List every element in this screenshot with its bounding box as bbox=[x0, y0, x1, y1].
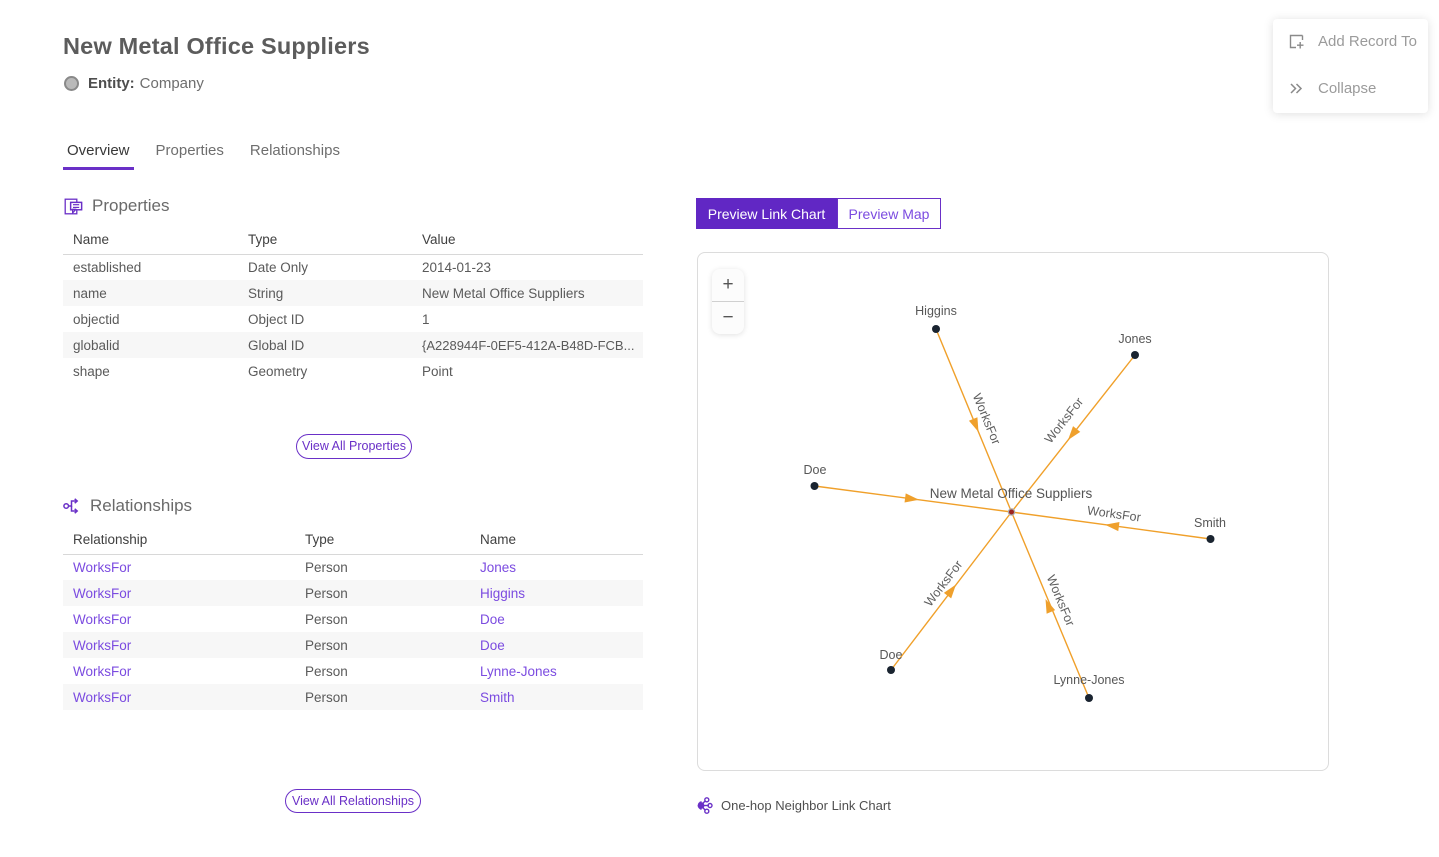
svg-text:Doe: Doe bbox=[804, 463, 827, 477]
svg-text:Jones: Jones bbox=[1118, 332, 1151, 346]
svg-text:Lynne-Jones: Lynne-Jones bbox=[1053, 673, 1124, 687]
svg-text:WorksFor: WorksFor bbox=[1042, 395, 1086, 446]
svg-text:Smith: Smith bbox=[1194, 516, 1226, 530]
svg-text:Doe: Doe bbox=[880, 648, 903, 662]
svg-text:WorksFor: WorksFor bbox=[1086, 503, 1141, 524]
svg-text:New Metal Office Suppliers: New Metal Office Suppliers bbox=[930, 486, 1093, 501]
svg-text:Higgins: Higgins bbox=[915, 304, 957, 318]
